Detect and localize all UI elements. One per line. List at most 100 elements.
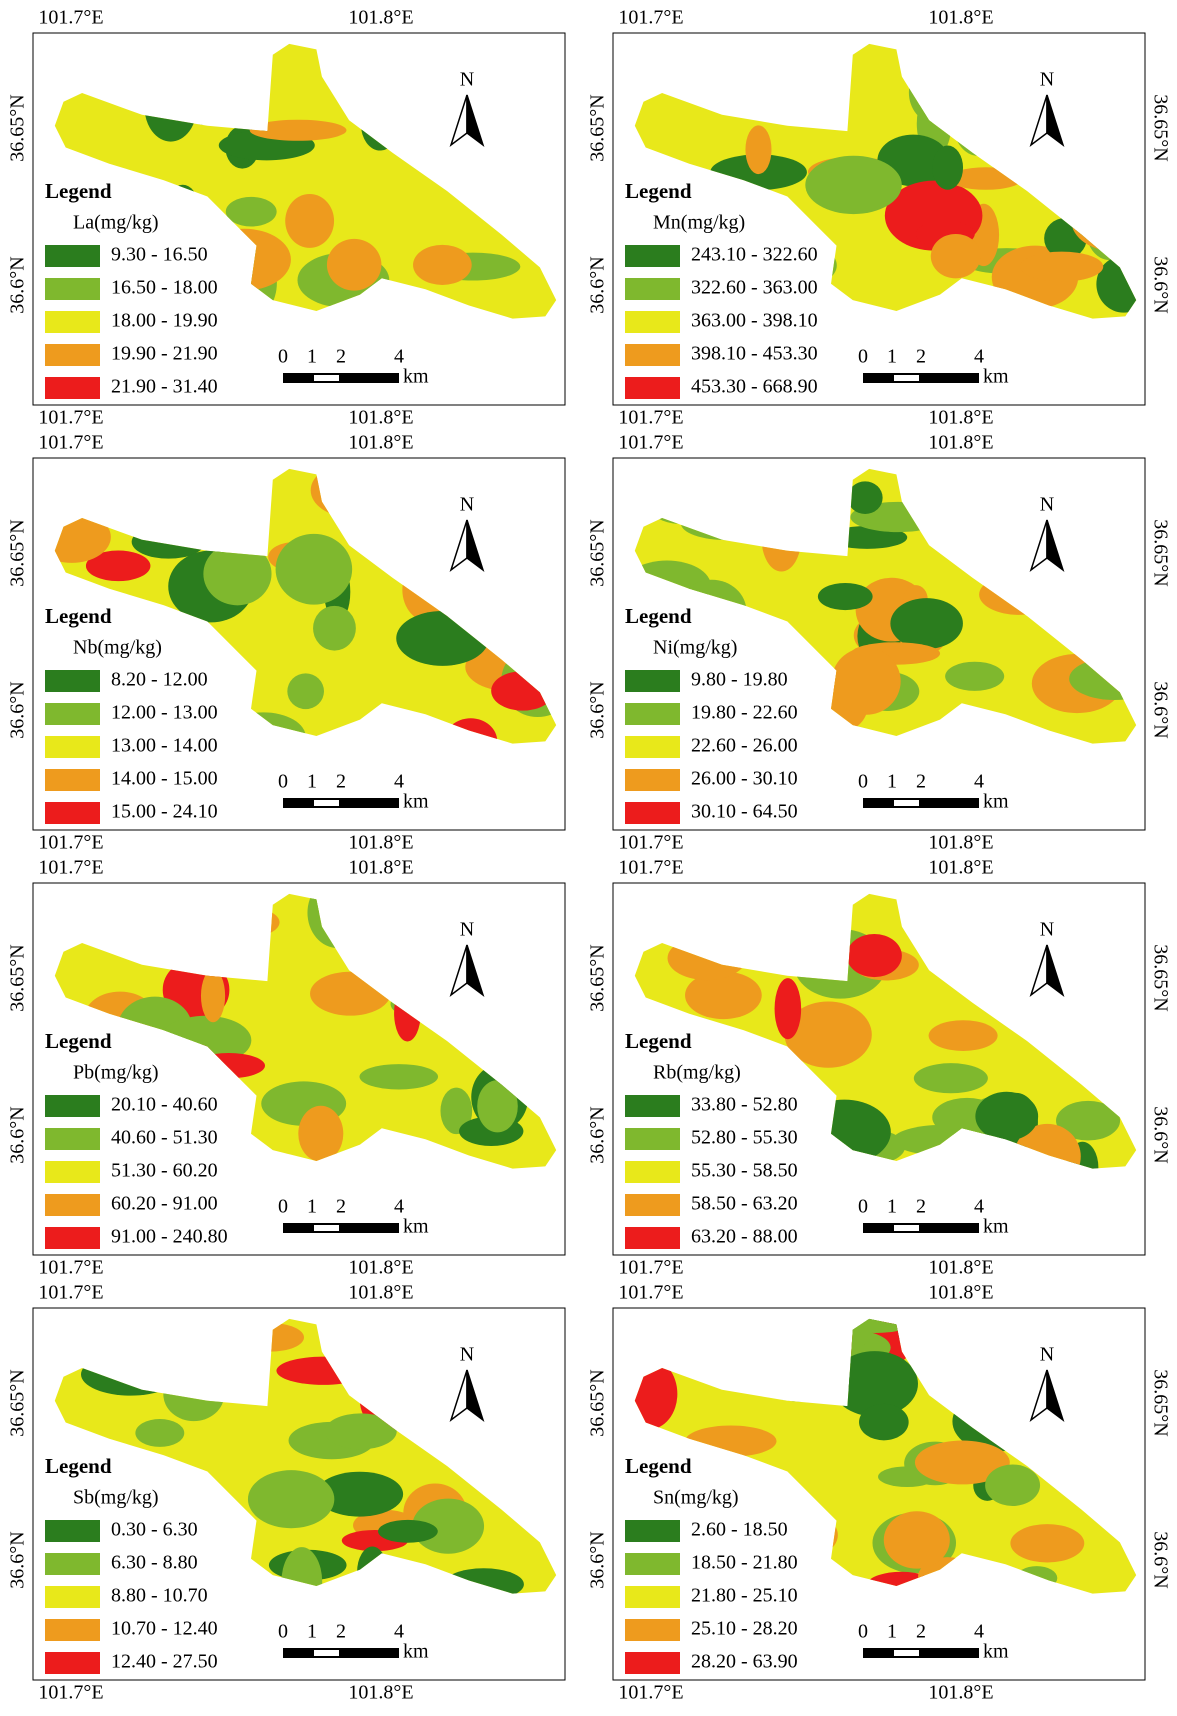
scale-bar xyxy=(283,1648,399,1658)
scale-label: 4 xyxy=(974,1196,984,1218)
lon-label: 101.7°E xyxy=(618,1257,683,1279)
map-zone xyxy=(775,978,802,1039)
map-zone xyxy=(135,1419,184,1447)
legend-label: 9.30 - 16.50 xyxy=(111,244,208,266)
lat-label: 36.65°N xyxy=(1149,94,1171,161)
legend-swatch xyxy=(625,1652,680,1674)
legend-swatch xyxy=(625,1128,680,1150)
lat-label: 36.65°N xyxy=(7,1369,29,1436)
scale-bar xyxy=(314,1225,339,1231)
legend-swatch xyxy=(625,1194,680,1216)
map-zone xyxy=(287,673,324,709)
scale-label: 1 xyxy=(307,771,317,793)
lon-label: 101.7°E xyxy=(38,432,103,454)
legend-swatch xyxy=(45,670,100,692)
scale-bar xyxy=(863,1223,979,1233)
legend-swatch xyxy=(45,1586,100,1608)
legend-variable: Pb(mg/kg) xyxy=(73,1062,159,1084)
legend-swatch xyxy=(45,1553,100,1575)
map-zone xyxy=(276,534,353,605)
legend-title: Legend xyxy=(625,1029,692,1053)
scale-label: 0 xyxy=(278,771,288,793)
legend-title: Legend xyxy=(625,1454,692,1478)
legend-label: 40.60 - 51.30 xyxy=(111,1127,218,1149)
legend-swatch xyxy=(625,311,680,333)
legend-label: 9.80 - 19.80 xyxy=(691,669,788,691)
lat-label: 36.6°N xyxy=(587,1531,609,1588)
legend-swatch xyxy=(45,245,100,267)
map-zone xyxy=(327,239,382,291)
map-zone xyxy=(413,245,472,285)
map-zone xyxy=(859,1404,909,1440)
legend-label: 33.80 - 52.80 xyxy=(691,1094,798,1116)
legend-swatch xyxy=(625,1161,680,1183)
north-label: N xyxy=(460,919,474,941)
lon-label: 101.7°E xyxy=(38,832,103,854)
lat-label: 36.6°N xyxy=(587,1106,609,1163)
scale-label: 2 xyxy=(916,1621,926,1643)
legend-swatch xyxy=(45,344,100,366)
map-zone xyxy=(945,662,1004,691)
legend-label: 18.50 - 21.80 xyxy=(691,1552,798,1574)
figure: LegendLa(mg/kg)9.30 - 16.5016.50 - 18.00… xyxy=(0,0,1177,1716)
legend-swatch xyxy=(625,1520,680,1542)
legend-label: 21.90 - 31.40 xyxy=(111,376,218,398)
lon-label: 101.7°E xyxy=(38,1282,103,1304)
scale-bar xyxy=(894,1225,919,1231)
legend-label: 8.80 - 10.70 xyxy=(111,1585,208,1607)
legend-label: 6.30 - 8.80 xyxy=(111,1552,198,1574)
scale-bar xyxy=(894,375,919,381)
legend-label: 453.30 - 668.90 xyxy=(691,376,818,398)
legend-label: 10.70 - 12.40 xyxy=(111,1618,218,1640)
legend-swatch xyxy=(625,769,680,791)
map-zone xyxy=(884,1511,950,1568)
scale-label: 1 xyxy=(307,346,317,368)
legend-title: Legend xyxy=(45,1454,112,1478)
legend-swatch xyxy=(45,1652,100,1674)
legend-variable: Ni(mg/kg) xyxy=(653,637,737,659)
lon-label: 101.7°E xyxy=(618,1282,683,1304)
lon-label: 101.8°E xyxy=(928,1282,993,1304)
lat-label: 36.6°N xyxy=(7,681,29,738)
scale-unit: km xyxy=(403,791,429,813)
legend-label: 8.20 - 12.00 xyxy=(111,669,208,691)
map-zone xyxy=(360,1064,439,1089)
scale-bar xyxy=(863,798,979,808)
scale-bar xyxy=(283,373,399,383)
legend-title: Legend xyxy=(45,604,112,628)
scale-label: 2 xyxy=(916,1196,926,1218)
map-zone xyxy=(201,969,225,1022)
lat-label: 36.65°N xyxy=(587,94,609,161)
scale-label: 1 xyxy=(887,771,897,793)
legend-swatch xyxy=(45,769,100,791)
scale-label: 4 xyxy=(394,1621,404,1643)
legend-swatch xyxy=(45,703,100,725)
legend-swatch xyxy=(625,703,680,725)
legend-swatch xyxy=(625,278,680,300)
map-panel: LegendMn(mg/kg)243.10 - 322.60322.60 - 3… xyxy=(587,7,1176,429)
map-zone xyxy=(929,1020,998,1051)
lon-label: 101.8°E xyxy=(928,1682,993,1704)
lon-label: 101.8°E xyxy=(928,857,993,879)
legend-label: 20.10 - 40.60 xyxy=(111,1094,218,1116)
legend-swatch xyxy=(45,1161,100,1183)
north-label: N xyxy=(460,1344,474,1366)
map-zone xyxy=(298,1106,343,1162)
scale-unit: km xyxy=(983,791,1009,813)
scale-unit: km xyxy=(403,366,429,388)
legend-label: 12.00 - 13.00 xyxy=(111,702,218,724)
legend-swatch xyxy=(625,1095,680,1117)
lon-label: 101.8°E xyxy=(348,7,413,29)
scale-label: 4 xyxy=(974,771,984,793)
north-label: N xyxy=(1040,69,1054,91)
legend-label: 19.80 - 22.60 xyxy=(691,702,798,724)
map-zone xyxy=(313,606,356,651)
map-zone xyxy=(248,1470,334,1528)
legend-swatch xyxy=(625,736,680,758)
legend-label: 2.60 - 18.50 xyxy=(691,1519,788,1541)
scale-bar xyxy=(314,375,339,381)
scale-unit: km xyxy=(983,1216,1009,1238)
legend-variable: Sb(mg/kg) xyxy=(73,1487,159,1509)
